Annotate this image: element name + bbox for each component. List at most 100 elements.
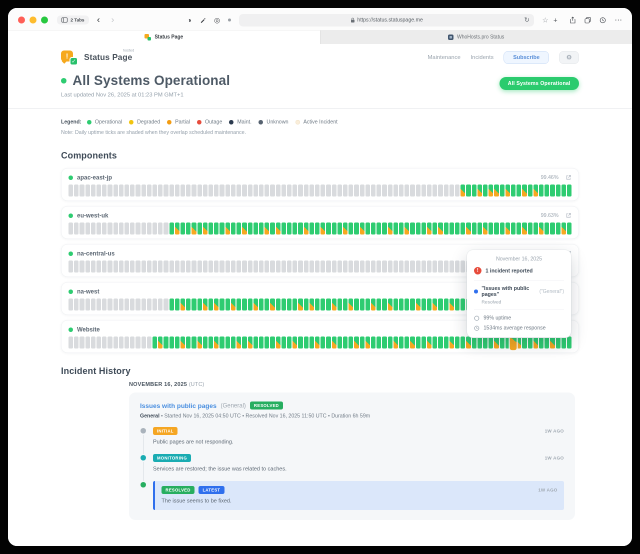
uptime-tick[interactable]	[130, 260, 135, 273]
uptime-tick[interactable]	[208, 336, 214, 349]
uptime-tick[interactable]	[146, 260, 152, 273]
uptime-tick[interactable]	[135, 336, 141, 349]
uptime-tick[interactable]	[410, 222, 415, 235]
uptime-tick[interactable]	[225, 298, 230, 311]
uptime-tick[interactable]	[494, 184, 499, 197]
uptime-tick[interactable]	[135, 260, 141, 273]
uptime-tick[interactable]	[214, 222, 219, 235]
uptime-tick[interactable]	[275, 298, 281, 311]
uptime-tick[interactable]	[398, 184, 404, 197]
uptime-tick[interactable]	[79, 222, 85, 235]
uptime-tick[interactable]	[567, 184, 572, 197]
uptime-tick[interactable]	[113, 260, 118, 273]
uptime-tick[interactable]	[342, 298, 348, 311]
uptime-tick[interactable]	[387, 184, 393, 197]
uptime-tick[interactable]	[292, 336, 298, 349]
uptime-tick[interactable]	[85, 222, 90, 235]
uptime-tick[interactable]	[135, 184, 141, 197]
subscribe-button[interactable]: Subscribe	[503, 51, 550, 64]
uptime-tick[interactable]	[460, 222, 466, 235]
uptime-tick[interactable]	[354, 298, 359, 311]
uptime-tick[interactable]	[337, 222, 342, 235]
uptime-tick[interactable]	[102, 336, 107, 349]
uptime-tick[interactable]	[141, 298, 146, 311]
uptime-tick[interactable]	[107, 260, 113, 273]
uptime-tick[interactable]	[303, 336, 309, 349]
uptime-tick[interactable]	[158, 336, 163, 349]
uptime-tick[interactable]	[85, 336, 90, 349]
uptime-tick[interactable]	[398, 298, 404, 311]
uptime-tick[interactable]	[415, 298, 421, 311]
uptime-tick[interactable]	[214, 260, 219, 273]
uptime-tick[interactable]	[404, 184, 410, 197]
uptime-tick[interactable]	[303, 260, 309, 273]
uptime-tick[interactable]	[158, 298, 163, 311]
uptime-tick[interactable]	[152, 336, 158, 349]
uptime-tick[interactable]	[152, 222, 158, 235]
uptime-tick[interactable]	[539, 184, 544, 197]
uptime-tick[interactable]	[370, 298, 376, 311]
uptime-tick[interactable]	[186, 336, 191, 349]
uptime-tick[interactable]	[219, 222, 225, 235]
uptime-tick[interactable]	[152, 184, 158, 197]
uptime-tick[interactable]	[113, 336, 118, 349]
uptime-tick[interactable]	[382, 184, 387, 197]
uptime-tick[interactable]	[124, 260, 130, 273]
uptime-tick[interactable]	[382, 336, 387, 349]
uptime-tick[interactable]	[544, 184, 550, 197]
uptime-tick[interactable]	[169, 184, 174, 197]
uptime-tick[interactable]	[270, 298, 275, 311]
tab-whohosts-status[interactable]: WhoHosts.pro Status	[319, 30, 632, 44]
uptime-tick[interactable]	[522, 184, 527, 197]
uptime-tick[interactable]	[370, 222, 376, 235]
uptime-tick[interactable]	[180, 184, 186, 197]
uptime-tick[interactable]	[281, 336, 286, 349]
uptime-tick[interactable]	[247, 184, 253, 197]
uptime-tick[interactable]	[146, 184, 152, 197]
uptime-tick[interactable]	[471, 184, 477, 197]
uptime-tick[interactable]	[415, 336, 421, 349]
uptime-tick[interactable]	[118, 298, 124, 311]
uptime-tick[interactable]	[337, 260, 342, 273]
close-window-button[interactable]	[18, 16, 25, 24]
uptime-tick[interactable]	[208, 260, 214, 273]
uptime-tick[interactable]	[85, 184, 90, 197]
uptime-tick[interactable]	[438, 184, 443, 197]
uptime-tick[interactable]	[438, 298, 443, 311]
uptime-tick[interactable]	[421, 336, 426, 349]
uptime-tick[interactable]	[85, 298, 90, 311]
uptime-tick[interactable]	[320, 336, 326, 349]
uptime-tick[interactable]	[141, 336, 146, 349]
uptime-tick[interactable]	[208, 222, 214, 235]
uptime-tick[interactable]	[326, 260, 331, 273]
uptime-tick[interactable]	[225, 260, 230, 273]
uptime-tick[interactable]	[415, 222, 421, 235]
uptime-tick[interactable]	[376, 260, 382, 273]
uptime-tick[interactable]	[494, 222, 499, 235]
uptime-tick[interactable]	[163, 298, 169, 311]
uptime-tick[interactable]	[242, 336, 247, 349]
uptime-tick[interactable]	[169, 336, 174, 349]
uptime-tick[interactable]	[292, 260, 298, 273]
uptime-tick[interactable]	[359, 222, 365, 235]
pen-icon[interactable]	[199, 17, 206, 24]
uptime-tick[interactable]	[74, 222, 79, 235]
uptime-tick[interactable]	[118, 260, 124, 273]
uptime-tick[interactable]	[113, 222, 118, 235]
uptime-tick[interactable]	[68, 298, 74, 311]
uptime-tick[interactable]	[298, 260, 303, 273]
uptime-tick[interactable]	[303, 222, 309, 235]
clock-icon[interactable]	[599, 17, 607, 24]
uptime-tick[interactable]	[382, 260, 387, 273]
uptime-tick[interactable]	[421, 184, 426, 197]
uptime-tick[interactable]	[230, 222, 236, 235]
uptime-tick[interactable]	[74, 336, 79, 349]
tab-status-page[interactable]: Status Page	[8, 30, 320, 44]
uptime-tick[interactable]	[359, 260, 365, 273]
uptime-tick[interactable]	[511, 184, 516, 197]
uptime-tick[interactable]	[253, 184, 258, 197]
uptime-tick[interactable]	[197, 184, 202, 197]
uptime-tick[interactable]	[197, 298, 202, 311]
uptime-tick[interactable]	[124, 298, 130, 311]
uptime-tick[interactable]	[432, 260, 438, 273]
